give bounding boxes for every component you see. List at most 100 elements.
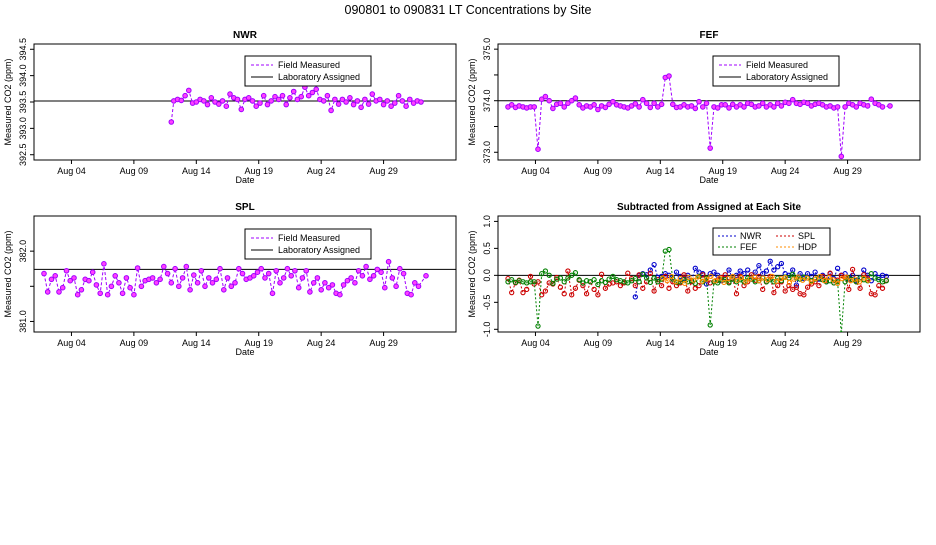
data-point	[290, 88, 297, 95]
data-point-nwr	[711, 269, 717, 275]
data-point	[636, 104, 642, 110]
data-point-spl	[625, 270, 631, 276]
legend-label-hdp: HDP	[798, 242, 817, 252]
data-point	[288, 273, 295, 279]
data-point-hdp	[738, 274, 745, 281]
plot-frame	[33, 215, 457, 333]
data-point-spl	[666, 285, 672, 291]
data-point	[365, 101, 372, 107]
x-tick-label: Aug 29	[369, 338, 398, 348]
x-tick-label: Aug 24	[771, 166, 800, 176]
data-point-fef	[542, 268, 549, 274]
data-point-hdp	[699, 278, 705, 284]
data-point-hdp	[682, 280, 688, 287]
data-point-hdp	[708, 273, 714, 280]
data-point	[380, 101, 387, 108]
data-point-hdp	[725, 275, 732, 282]
legend-label-lab: Laboratory Assigned	[278, 72, 360, 82]
data-point	[249, 98, 256, 104]
data-point	[692, 105, 699, 112]
panel-title: SPL	[235, 202, 254, 213]
data-point-nwr	[861, 267, 867, 273]
data-point-hdp	[734, 277, 740, 283]
x-tick-label: Aug 09	[120, 166, 149, 176]
data-point	[71, 275, 77, 281]
data-point	[149, 275, 156, 281]
plot-area	[168, 84, 424, 125]
data-point-hdp	[856, 279, 863, 285]
data-point	[359, 273, 366, 279]
y-tick-label: 1.0	[482, 215, 492, 228]
data-point	[640, 96, 646, 103]
data-point-spl	[591, 286, 597, 293]
data-point	[707, 145, 714, 151]
y-tick-label: 394.0	[18, 64, 28, 87]
data-point-nwr	[812, 269, 818, 275]
data-point	[182, 92, 188, 99]
data-point-fef	[883, 278, 889, 284]
data-point	[313, 86, 320, 93]
data-point	[236, 265, 242, 272]
data-point	[729, 101, 736, 108]
data-point	[168, 119, 175, 125]
data-point-hdp	[668, 273, 675, 280]
data-point	[557, 100, 564, 107]
data-point	[714, 105, 721, 111]
data-point	[93, 282, 100, 288]
data-point	[561, 104, 568, 110]
data-point	[217, 265, 223, 272]
legend-label-lab: Laboratory Assigned	[746, 72, 828, 82]
data-point	[153, 280, 160, 286]
data-point	[508, 102, 515, 108]
data-point	[250, 273, 257, 279]
panel-title: Subtracted from Assigned at Each Site	[617, 202, 802, 213]
data-point	[234, 96, 241, 103]
data-point	[277, 280, 283, 286]
data-point-nwr	[756, 262, 762, 269]
data-point-fef	[509, 277, 515, 283]
data-point-nwr	[767, 258, 773, 264]
data-point-hdp	[730, 273, 736, 280]
y-axis-label: Measured CO2 (ppm)	[3, 58, 13, 145]
data-point	[228, 283, 235, 290]
field-series-line	[507, 75, 891, 157]
data-point-hdp	[830, 277, 836, 283]
y-axis-label: Measured CO2 (ppm)	[3, 230, 13, 317]
data-point	[696, 98, 702, 105]
data-point-hdp	[673, 279, 679, 285]
legend-label-field: Field Measured	[278, 60, 340, 70]
data-point	[786, 100, 792, 107]
data-point	[283, 101, 290, 108]
data-point-spl	[804, 284, 811, 290]
data-point-hdp	[765, 277, 771, 283]
data-point-hdp	[686, 274, 692, 281]
data-point	[726, 105, 732, 111]
data-point	[116, 280, 122, 286]
data-point-spl	[790, 286, 796, 293]
data-point-hdp	[848, 278, 854, 284]
data-point	[86, 277, 92, 284]
panel-nwr: NWR Aug 04 Aug 09 Aug 14 Aug 19 Aug 24 Aug 29 3…	[3, 30, 457, 185]
data-point	[392, 100, 398, 106]
panel-title: NWR	[233, 30, 258, 41]
data-point-spl	[595, 292, 601, 298]
x-tick-label: Aug 29	[833, 338, 862, 348]
data-point-fef	[580, 280, 586, 286]
data-point	[232, 280, 238, 286]
figure-title: 090801 to 090831 LT Concentrations by Si…	[345, 3, 592, 17]
data-point-hdp	[756, 278, 762, 284]
data-point-hdp	[804, 275, 810, 281]
data-point-fef	[625, 280, 631, 286]
data-point-hdp	[839, 275, 845, 282]
data-point	[651, 100, 657, 107]
data-point	[238, 106, 245, 113]
data-point-spl	[617, 282, 624, 289]
data-point	[198, 268, 205, 274]
data-point	[245, 95, 252, 101]
x-tick-label: Aug 19	[708, 338, 737, 348]
data-point	[703, 100, 710, 107]
data-point-hdp	[747, 276, 753, 282]
data-point	[272, 93, 278, 100]
panel-title: FEF	[700, 30, 719, 41]
